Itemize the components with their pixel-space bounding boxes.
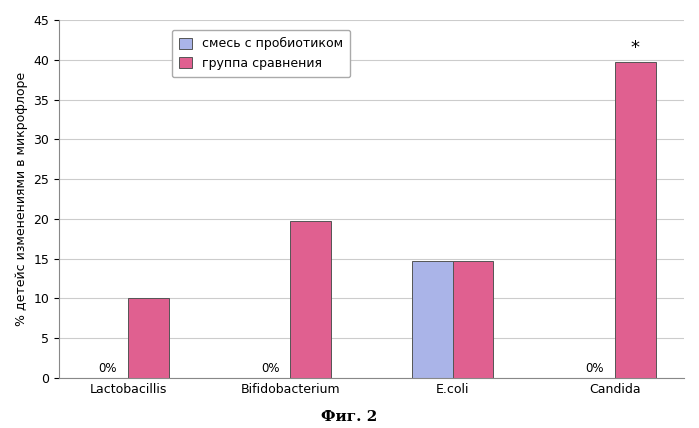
Y-axis label: % детейс изменениями в микрофлоре: % детейс изменениями в микрофлоре xyxy=(15,72,28,326)
Bar xyxy=(453,261,493,378)
Bar xyxy=(615,62,656,378)
Bar xyxy=(290,221,331,378)
Text: Фиг. 2: Фиг. 2 xyxy=(322,410,377,424)
Text: *: * xyxy=(630,39,640,57)
Legend: смесь с пробиотиком, группа сравнения: смесь с пробиотиком, группа сравнения xyxy=(172,30,350,77)
Bar xyxy=(412,261,453,378)
Bar xyxy=(128,298,168,378)
Text: 0%: 0% xyxy=(261,362,280,375)
Text: 0%: 0% xyxy=(586,362,604,375)
Text: 0%: 0% xyxy=(99,362,117,375)
